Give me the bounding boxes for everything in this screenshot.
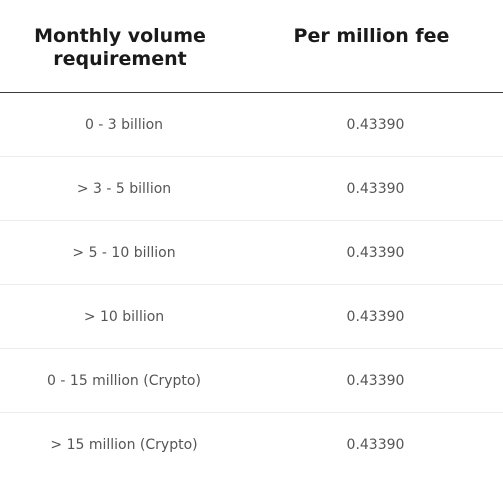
header-per-million-fee: Per million fee [293,25,450,47]
volume-cell: > 10 billion [83,308,165,325]
table-body: 0 - 3 billion 0.43390 > 3 - 5 billion 0.… [0,93,503,477]
table-row: 0 - 3 billion 0.43390 [0,93,503,157]
volume-cell: > 3 - 5 billion [76,180,172,197]
fee-cell: 0.43390 [346,437,405,453]
table-row: > 15 million (Crypto) 0.43390 [0,413,503,477]
volume-cell: 0 - 3 billion [84,116,164,133]
table-row: > 10 billion 0.43390 [0,285,503,349]
header-monthly-volume: Monthly volume requirement [34,25,206,70]
table-header: Monthly volume requirement Per million f… [0,0,503,93]
table-row: > 3 - 5 billion 0.43390 [0,157,503,221]
table-row: 0 - 15 million (Crypto) 0.43390 [0,349,503,413]
volume-cell: 0 - 15 million (Crypto) [47,372,201,389]
fee-cell: 0.43390 [346,372,405,389]
volume-cell: > 15 million (Crypto) [50,437,198,453]
fee-cell: 0.43390 [346,308,405,325]
fee-cell: 0.43390 [346,244,405,261]
fee-cell: 0.43390 [346,116,405,133]
table-row: > 5 - 10 billion 0.43390 [0,221,503,285]
volume-cell: > 5 - 10 billion [72,244,176,261]
fee-cell: 0.43390 [346,180,405,197]
